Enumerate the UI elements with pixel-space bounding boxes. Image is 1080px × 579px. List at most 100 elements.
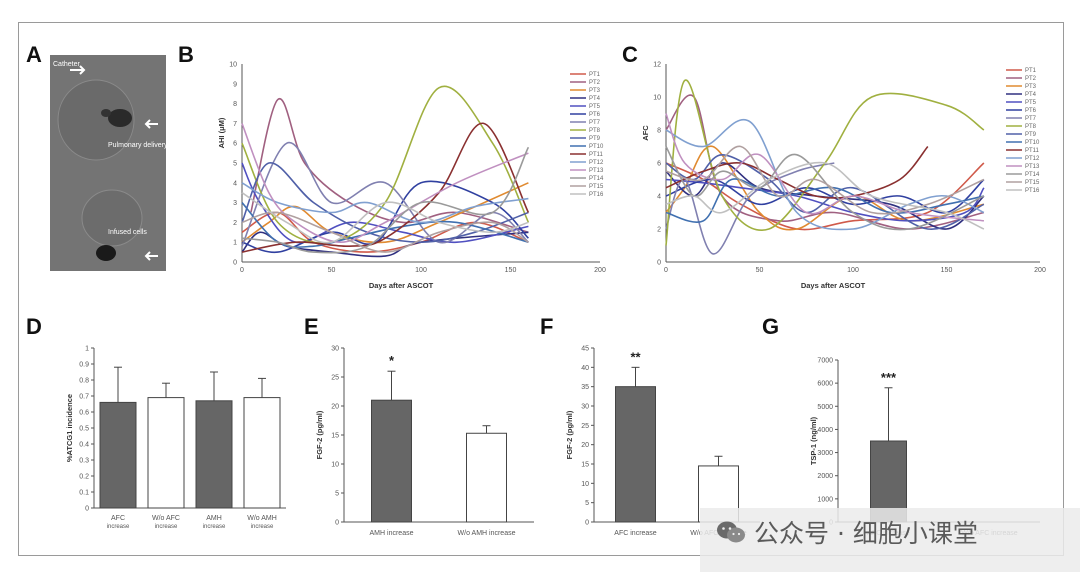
legend-label: PT1: [1025, 68, 1037, 74]
y-tick-label: 15: [581, 462, 589, 469]
category-sublabel: increase: [155, 524, 178, 530]
chart-c-afc-lines: 0 50 100 150 200 0 2 4 6 8 10 12 Days after ASCOT AFC…: [641, 62, 1046, 291]
x-tick-label: 150: [941, 267, 953, 274]
series-line-4: [665, 162, 985, 230]
catheter-arrow-icon: [70, 65, 86, 75]
y-tick-label: 0: [585, 520, 589, 527]
category-sublabel: increase: [251, 524, 274, 530]
legend-label: PT7: [1025, 116, 1037, 122]
y-tick-label: 8: [657, 128, 661, 135]
y-tick-label: 5: [233, 161, 237, 168]
y-tick-label: 0.8: [79, 378, 89, 385]
y-tick-label: 0.5: [79, 426, 89, 433]
series-line-12: [665, 118, 985, 231]
pulmonary-signal: [108, 109, 132, 127]
legend-label: PT11: [589, 152, 604, 158]
y-tick-label: 1: [233, 240, 237, 247]
y-tick-label: 0.1: [79, 490, 89, 497]
annotation-catheter: Catheter: [53, 61, 81, 68]
y-tick-label: 10: [581, 481, 589, 488]
infused-cell-signal: [96, 245, 116, 261]
legend-label: PT5: [1025, 100, 1037, 106]
panel-letter-d: D: [26, 314, 42, 339]
legend-label: PT13: [589, 168, 604, 174]
series-line-13: [665, 113, 984, 222]
panel-a-image: Catheter Pulmonary delivery Infused cell…: [50, 55, 168, 271]
legend-label: PT1: [589, 72, 601, 78]
y-tick-label: 6000: [817, 381, 833, 388]
x-tick-label: 0: [240, 267, 244, 274]
legend-label: PT6: [589, 112, 601, 118]
panel-letter-a: A: [26, 42, 42, 67]
legend-label: PT14: [1025, 172, 1040, 178]
watermark: 公众号 · 细胞小课堂: [716, 514, 978, 550]
y-tick-label: 20: [331, 404, 339, 411]
legend-label: PT14: [589, 176, 604, 182]
series-line-5: [665, 178, 985, 222]
y-tick-label: 0.6: [79, 410, 89, 417]
y-axis-label: TSP-1 (ng/ml): [809, 416, 818, 465]
y-tick-label: 3000: [817, 450, 833, 457]
lung-outline: [57, 79, 135, 161]
legend-label: PT15: [1025, 180, 1040, 186]
legend-label: PT3: [1025, 84, 1037, 90]
bar-1: [99, 401, 137, 509]
series-line-16: [665, 161, 985, 230]
y-tick-label: 6: [233, 141, 237, 148]
y-axis-label: %ATCG1 incidence: [65, 394, 74, 462]
category-label: AMH increase: [370, 530, 414, 537]
x-tick-label: 50: [756, 267, 764, 274]
annotation-pulmonary: Pulmonary delivery: [108, 142, 168, 149]
legend-label: PT12: [589, 160, 604, 166]
category-sublabel: increase: [107, 524, 130, 530]
series-line-16: [241, 192, 529, 244]
series-line-8: [241, 85, 530, 244]
series-line-11: [241, 122, 530, 253]
x-tick-label: 0: [664, 267, 668, 274]
ovary-outline: [81, 189, 143, 247]
y-tick-label: 30: [581, 404, 589, 411]
legend-label: PT8: [1025, 124, 1037, 130]
y-tick-label: 8: [233, 101, 237, 108]
series-line-14: [665, 146, 985, 231]
y-tick-label: 2000: [817, 473, 833, 480]
significance-marker: ***: [881, 370, 897, 385]
legend-label: PT12: [1025, 156, 1040, 162]
legend-label: PT8: [589, 128, 601, 134]
bar-2: [147, 397, 185, 509]
panel-letter-g: G: [762, 314, 779, 339]
legend-label: PT10: [1025, 140, 1040, 146]
bar-1: [615, 386, 656, 523]
legend-label: PT16: [1025, 188, 1040, 194]
watermark-text: 公众号 · 细胞小课堂: [754, 519, 978, 548]
chart-d-incidence-bars: 0 0.1 0.2 0.3 0.4 0.5 0.6 0.7 0.8 0.9 1 %ATCG1 inci…: [65, 346, 286, 530]
y-tick-label: 0: [233, 260, 237, 267]
series-line-8: [665, 79, 985, 246]
annotation-infused: Infused cells: [108, 229, 147, 236]
series-line-14: [241, 146, 530, 254]
legend-label: PT10: [589, 144, 604, 150]
series-line-10: [665, 178, 985, 223]
y-tick-label: 5: [585, 500, 589, 507]
x-tick-label: 100: [847, 267, 859, 274]
category-label: W/o AMH: [247, 515, 277, 522]
significance-marker: **: [630, 349, 641, 364]
panel-letter-c: C: [622, 42, 638, 67]
legend-label: PT15: [589, 184, 604, 190]
y-tick-label: 25: [581, 423, 589, 430]
y-tick-label: 0.9: [79, 362, 89, 369]
legend-label: PT9: [1025, 132, 1037, 138]
y-tick-label: 0: [85, 506, 89, 513]
y-tick-label: 1000: [817, 496, 833, 503]
y-axis-label: FGF-2 (pg/ml): [565, 410, 574, 459]
legend-label: PT6: [1025, 108, 1037, 114]
series-line-6: [241, 180, 529, 254]
x-tick-label: 100: [415, 267, 427, 274]
y-axis-label: AFC: [641, 125, 650, 141]
y-tick-label: 0: [335, 520, 339, 527]
legend-label: PT2: [589, 80, 601, 86]
chart-e-fgf2-amh-bars: 0 5 10 15 20 25 30 FGF-2 (pg/ml) * AMH increase W/…: [315, 346, 534, 537]
series-line-9: [665, 154, 985, 230]
y-tick-label: 2: [233, 220, 237, 227]
y-tick-label: 4: [233, 180, 237, 187]
